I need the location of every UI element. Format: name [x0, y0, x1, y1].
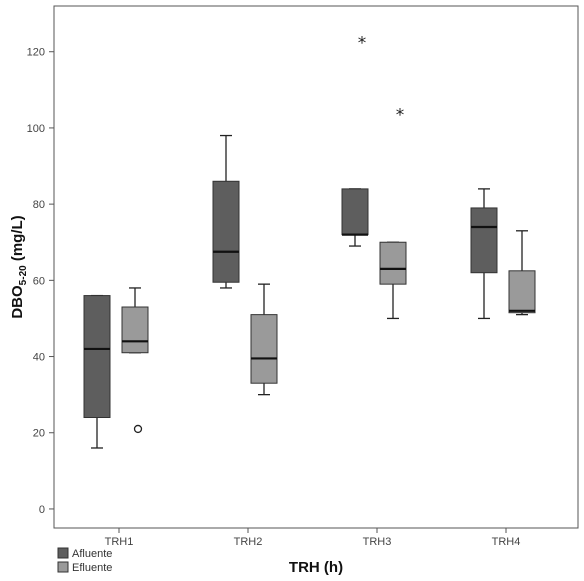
- y-axis-title-unit: (mg/L): [9, 215, 26, 265]
- x-axis-title: TRH (h): [289, 559, 343, 576]
- legend-swatch-efluente: [57, 561, 69, 573]
- iqr-box: [83, 295, 111, 419]
- y-tick-label: 80: [33, 199, 45, 211]
- x-tick-label: TRH3: [363, 536, 392, 548]
- box-afluente-trh4: [470, 188, 498, 320]
- iqr-box: [341, 188, 369, 236]
- y-tick-label: 60: [33, 275, 45, 287]
- box-afluente-trh2: [212, 134, 240, 289]
- box-afluente-trh1: [83, 294, 111, 449]
- y-tick-label: 20: [33, 428, 45, 440]
- legend-swatch-afluente: [57, 547, 69, 559]
- x-tick-label: TRH1: [105, 536, 134, 548]
- iqr-box: [470, 207, 498, 274]
- y-axis-title: DBO5-20 (mg/L): [9, 215, 29, 318]
- iqr-box: [250, 314, 278, 384]
- y-axis-ticks: 0 20 40 60 80 100 120: [27, 47, 54, 516]
- y-tick-label: 40: [33, 352, 45, 364]
- x-tick-label: TRH4: [492, 536, 521, 548]
- iqr-box: [212, 180, 240, 283]
- box-efluente-trh3: *: [379, 106, 407, 320]
- legend-label-afluente: Afluente: [72, 548, 112, 560]
- iqr-box: [121, 306, 149, 354]
- box-afluente-trh3: *: [341, 33, 369, 247]
- iqr-box: [379, 241, 407, 285]
- x-tick-label: TRH2: [234, 536, 263, 548]
- extreme-point: *: [396, 106, 405, 126]
- iqr-box: [508, 270, 536, 314]
- extreme-point: *: [358, 33, 367, 53]
- box-series: **: [83, 33, 536, 449]
- y-tick-label: 120: [27, 47, 45, 59]
- plot-frame: [53, 5, 579, 529]
- y-axis-title-main: DBO: [9, 285, 26, 319]
- y-tick-label: 0: [39, 504, 45, 516]
- legend: Afluente Efluente: [57, 547, 112, 574]
- outlier-point: [133, 424, 143, 434]
- box-efluente-trh4: [508, 230, 536, 316]
- box-efluente-trh1: [121, 287, 149, 434]
- x-axis-ticks: TRH1 TRH2 TRH3 TRH4: [105, 528, 521, 548]
- legend-label-efluente: Efluente: [72, 562, 112, 574]
- box-efluente-trh2: [250, 283, 278, 396]
- y-axis-title-subscript: 5-20: [18, 265, 29, 285]
- y-tick-label: 100: [27, 123, 45, 135]
